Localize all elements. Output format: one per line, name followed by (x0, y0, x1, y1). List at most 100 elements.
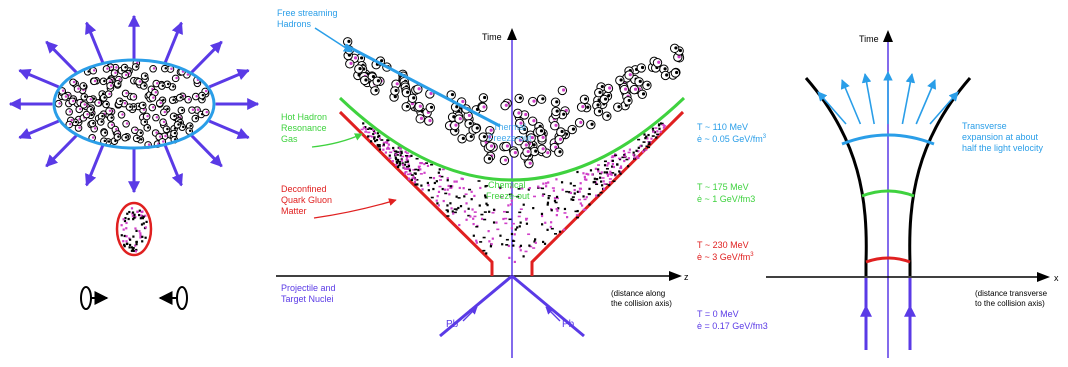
quark-gluon-dot (134, 244, 137, 247)
quark-gluon-dot (460, 177, 463, 180)
condition-nuclei: T = 0 MeV ė = 0.17 GeV/fm3 (697, 309, 768, 331)
hadron-core (108, 109, 112, 112)
hadron-core (412, 96, 416, 100)
quark-gluon-dot (606, 164, 609, 167)
quark-gluon-dot (443, 188, 446, 191)
quark-gluon-dot (388, 147, 391, 150)
transverse-flow-arrow (817, 91, 847, 125)
hadron-core (590, 122, 594, 126)
quark-gluon-dot (579, 182, 582, 185)
quark-gluon-dot (407, 163, 410, 166)
quark-gluon-dot (623, 152, 626, 156)
quark-gluon-dot (659, 122, 663, 125)
hadron-core (104, 131, 107, 134)
quark-gluon-dot (455, 208, 458, 211)
hadron-core (487, 135, 492, 139)
quark-gluon-dot (519, 221, 522, 224)
quark-gluon-dot (410, 178, 413, 181)
quark-gluon-dot (130, 207, 134, 210)
hadron-core (554, 123, 558, 127)
pb-arrow-right (545, 306, 561, 322)
quark-gluon-dot (611, 155, 614, 158)
hadron-core (519, 121, 523, 125)
quark-gluon-dot (446, 210, 449, 213)
hadron-core (191, 108, 195, 112)
quark-gluon-dot (569, 182, 572, 185)
expansion-arrow (18, 68, 60, 89)
quark-gluon-dot (609, 172, 612, 176)
hadron-core (504, 103, 508, 107)
expansion-arrow (45, 134, 78, 168)
quark-gluon-dot (132, 246, 135, 250)
quark-gluon-dot (602, 187, 606, 190)
quark-gluon-dot (545, 185, 548, 188)
hadron-core (546, 151, 550, 155)
expansion-boundary-right (908, 77, 972, 263)
quark-gluon-dot (540, 212, 544, 216)
hadron-core (417, 87, 421, 91)
quark-gluon-dot (475, 239, 478, 242)
quark-gluon-dot (602, 180, 605, 183)
hadron-core (674, 46, 678, 50)
hadron-core (154, 91, 158, 94)
quark-gluon-dot (653, 131, 657, 134)
quark-gluon-dot (130, 246, 133, 249)
hadron-core (108, 92, 111, 96)
quark-gluon-dot (484, 196, 487, 199)
nucleus-track-left-outgoing (511, 274, 585, 338)
quark-gluon-dot (591, 173, 594, 176)
hadron-core (558, 150, 562, 154)
quark-gluon-dot (373, 136, 376, 139)
quark-gluon-dot (594, 181, 598, 184)
quark-gluon-dot (513, 260, 516, 264)
quark-gluon-dot (392, 149, 395, 152)
quark-gluon-dot (501, 243, 504, 246)
quark-gluon-dot (446, 177, 449, 180)
hadron-core (143, 120, 147, 124)
transverse-label-3: half the light velocity (962, 143, 1044, 153)
hadron-core (125, 91, 128, 95)
hadron-core (110, 123, 114, 127)
hadron-core (468, 121, 472, 126)
quark-gluon-dot (534, 238, 537, 241)
quark-gluon-dot (423, 171, 426, 174)
quark-gluon-dot (599, 176, 602, 179)
quark-gluon-dot (544, 221, 547, 224)
hadron-core (91, 136, 95, 139)
hadron-core (114, 71, 117, 75)
quark-gluon-dot (139, 234, 142, 237)
quark-gluon-dot (573, 188, 576, 192)
quark-gluon-dot (533, 240, 536, 243)
hadron-core (146, 126, 150, 129)
quark-gluon-dot (457, 206, 460, 210)
hadron-core (380, 59, 384, 63)
center-panel: Pb Pb Time z (distance along the collisi… (276, 8, 689, 358)
hadron-core (86, 112, 89, 116)
hadron-core (646, 83, 650, 87)
quark-gluon-dot (472, 217, 475, 220)
quark-gluon-dot (435, 180, 438, 183)
quark-gluon-dot (385, 141, 388, 144)
hadron-core (419, 116, 424, 120)
quark-gluon-dot (453, 180, 456, 183)
hadron-core (155, 116, 159, 119)
hadron-shell-particles (342, 37, 685, 169)
quark-gluon-dot (132, 235, 135, 238)
quark-gluon-dot (395, 157, 398, 161)
quark-gluon-dot (656, 130, 659, 133)
quark-gluon-dot (560, 181, 564, 184)
condition-chemical-e: ė ~ 1 GeV/fm3 (697, 194, 755, 204)
hadron-core (164, 67, 168, 70)
hadron-core (558, 137, 563, 141)
quark-gluon-dot (527, 188, 530, 191)
quark-gluon-dot (370, 127, 373, 130)
quark-gluon-dot (519, 249, 522, 252)
hadron-core (100, 120, 104, 123)
quark-gluon-dot (139, 232, 142, 235)
quark-gluon-dot (388, 154, 391, 157)
hadron-core (528, 161, 532, 165)
right-time-label: Time (859, 34, 879, 44)
hadron-core (581, 105, 585, 109)
hadron-core (124, 73, 128, 77)
quark-gluon-dot (469, 215, 472, 218)
